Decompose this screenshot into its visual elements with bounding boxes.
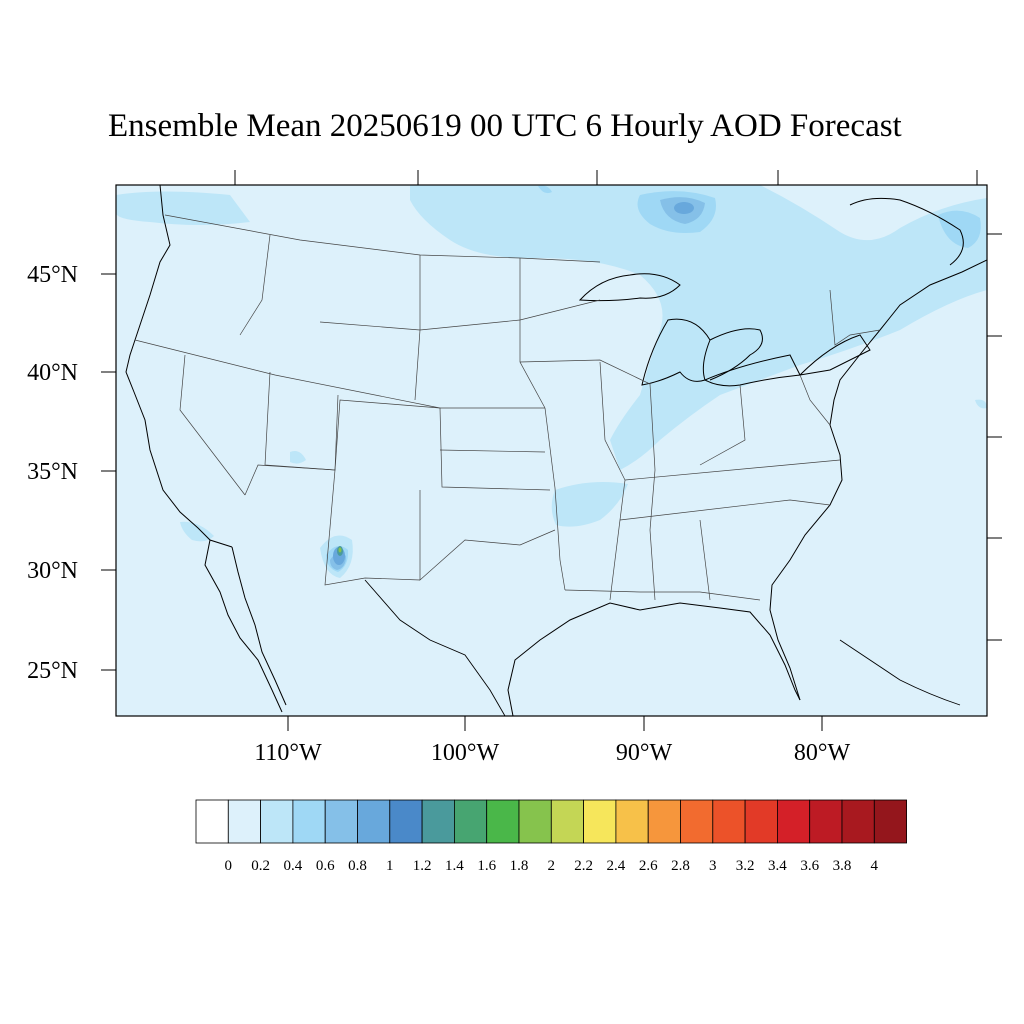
aod-field [116, 185, 987, 716]
colorbar-swatch [744, 799, 778, 844]
political-borders [134, 214, 881, 601]
lat-label: 30°N [27, 558, 78, 584]
colorbar-label: 1.4 [445, 858, 464, 874]
colorbar-swatch [550, 799, 584, 844]
colorbar-label: 2.8 [671, 858, 690, 874]
lon-label: 80°W [794, 740, 851, 766]
colorbar-swatch [357, 799, 391, 844]
colorbar-label: 2 [548, 858, 556, 874]
lat-label: 35°N [27, 459, 78, 485]
lon-label: 100°W [431, 740, 500, 766]
colorbar-label: 3.2 [736, 858, 755, 874]
map-frame [115, 184, 988, 717]
coastlines [125, 185, 987, 716]
colorbar-label: 3 [709, 858, 717, 874]
colorbar-swatch [324, 799, 358, 844]
colorbar-label: 1 [386, 858, 394, 874]
colorbar-label: 3.4 [768, 858, 787, 874]
colorbar [195, 799, 907, 844]
colorbar-labels: 0 0.2 0.4 0.6 0.8 1 1.2 1.4 1.6 1.8 2 2.2 2.4 2.6 2.8 3… [225, 858, 879, 874]
colorbar-swatch [227, 799, 262, 844]
colorbar-swatch [712, 799, 746, 844]
lat-label: 40°N [27, 360, 78, 386]
map-title: Ensemble Mean 20250619 00 UTC 6 Hourly A… [108, 108, 902, 144]
lat-label: 25°N [27, 658, 78, 684]
tick-marks [101, 170, 1002, 731]
colorbar-swatch [583, 799, 617, 844]
colorbar-label: 3.6 [800, 858, 819, 874]
colorbar-label: 1.8 [510, 858, 529, 874]
colorbar-swatch [389, 799, 423, 844]
colorbar-swatch [421, 799, 455, 844]
colorbar-label: 0.4 [284, 858, 303, 874]
colorbar-swatch [453, 799, 488, 844]
colorbar-label: 3.8 [833, 858, 852, 874]
lon-labels: 110°W 100°W 90°W 80°W [254, 740, 850, 766]
colorbar-swatch [873, 799, 907, 844]
colorbar-label: 0.2 [251, 858, 270, 874]
lat-label: 45°N [27, 262, 78, 288]
lon-label: 110°W [254, 740, 322, 766]
colorbar-label: 1.2 [413, 858, 432, 874]
colorbar-label: 0 [225, 858, 233, 874]
aod-hotspot-1.8 [338, 547, 342, 553]
colorbar-label: 2.6 [639, 858, 658, 874]
lat-labels: 45°N 40°N 35°N 30°N 25°N [27, 262, 78, 684]
colorbar-swatch [292, 799, 326, 844]
colorbar-swatch [518, 799, 552, 844]
colorbar-swatch [680, 799, 714, 844]
aod-contour-0.2 [116, 185, 987, 578]
colorbar-swatch [647, 799, 681, 844]
lon-label: 90°W [616, 740, 673, 766]
colorbar-label: 0.6 [316, 858, 335, 874]
colorbar-label: 0.8 [348, 858, 367, 874]
colorbar-swatch [809, 799, 843, 844]
colorbar-swatch [260, 799, 294, 844]
colorbar-swatch [486, 799, 520, 844]
colorbar-label: 2.2 [574, 858, 593, 874]
colorbar-label: 2.4 [607, 858, 626, 874]
colorbar-swatch [195, 799, 229, 844]
colorbar-swatch [777, 799, 811, 844]
colorbar-label: 4 [871, 858, 879, 874]
colorbar-swatch [615, 799, 649, 844]
colorbar-label: 1.6 [477, 858, 496, 874]
mexico-coast [364, 579, 961, 716]
colorbar-swatch [841, 799, 875, 844]
